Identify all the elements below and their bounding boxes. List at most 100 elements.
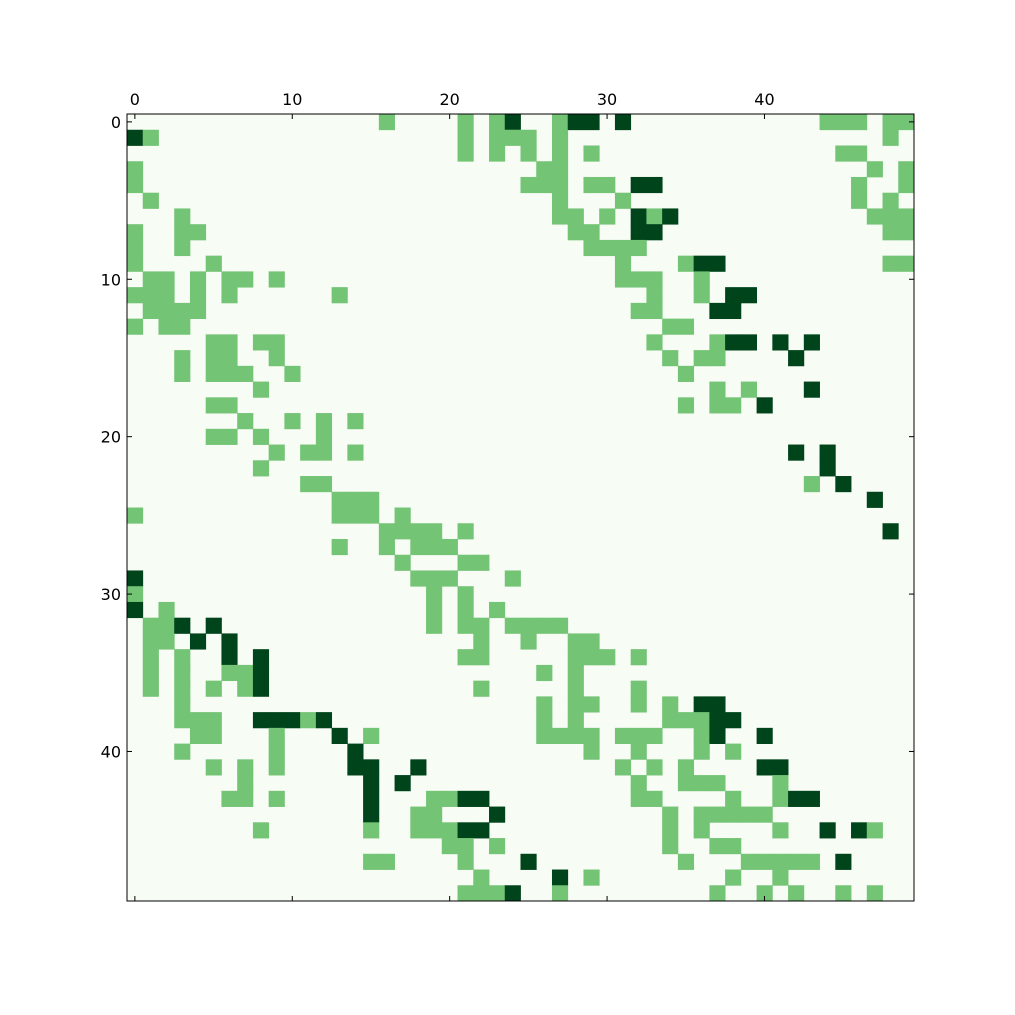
heatmap-cell [252,460,270,477]
heatmap-cell [268,759,285,776]
heatmap-cell [205,680,222,697]
heatmap-cell [599,208,616,225]
heatmap-cell [221,334,238,351]
heatmap-cell [725,743,742,760]
heatmap-cell [756,885,773,902]
y-tick-label: 30 [101,585,121,604]
heatmap-cell [252,649,270,666]
heatmap-cell [174,365,191,382]
heatmap-cell [410,822,427,839]
heatmap-cell [300,712,317,729]
heatmap-cell [898,176,915,194]
heatmap-cell [268,712,285,729]
heatmap-cell [426,523,443,540]
heatmap-cell [851,822,868,839]
heatmap-cell [551,176,569,194]
heatmap-cell [158,617,175,634]
heatmap-cell [174,239,191,257]
heatmap-cell [473,869,490,886]
heatmap-cell [221,428,238,445]
heatmap-cell [740,381,757,398]
heatmap-cell [725,302,742,320]
heatmap-cell [347,491,364,508]
heatmap-cell [205,617,222,634]
heatmap-cell [630,727,647,744]
heatmap-cell [551,617,569,634]
heatmap-cell [756,806,773,823]
heatmap-cell [709,381,726,398]
heatmap-cell [142,302,159,320]
heatmap-cell [347,444,364,461]
heatmap-cell [489,114,506,131]
heatmap-cell [205,397,222,414]
heatmap-cell [158,302,175,320]
heatmap-cell [268,271,285,288]
heatmap-cell [630,271,647,288]
heatmap-cell [457,601,474,619]
heatmap-cell [898,224,915,241]
heatmap-cell [693,743,710,760]
heatmap-cell [819,444,836,461]
heatmap-cell [457,822,474,839]
heatmap-cell [567,208,584,225]
heatmap-cell [882,523,899,540]
heatmap-cell [489,838,506,855]
heatmap-cell [567,649,584,666]
heatmap-cell [378,853,395,870]
x-tick-label: 40 [754,90,774,109]
heatmap-cell [504,885,521,902]
heatmap-cell [630,790,647,807]
heatmap-cell [709,885,726,902]
y-tick-label: 0 [111,113,121,132]
heatmap-cell [898,114,915,131]
heatmap-cell [646,759,663,776]
heatmap-cell [331,491,348,508]
heatmap-cell [551,129,569,146]
heatmap-cell [237,790,254,807]
heatmap-cell [363,775,380,792]
heatmap-cell [142,649,159,666]
heatmap-cell [709,727,726,744]
heatmap-cell [583,224,600,241]
heatmap-cell [599,649,616,666]
heatmap-cell [646,271,663,288]
heatmap-cell [709,696,726,713]
heatmap-cell [709,775,726,792]
heatmap-cell [489,601,506,619]
heatmap-cell [583,649,600,666]
heatmap-cell [646,287,663,304]
heatmap-cell [662,350,679,367]
heatmap-cell [756,397,773,414]
heatmap-cell [331,507,348,524]
heatmap-cell [252,712,270,729]
heatmap-cell [473,617,490,634]
heatmap-cell [520,129,537,146]
heatmap-cell [536,176,553,194]
heatmap-cell [788,790,805,807]
heatmap-cell [410,759,427,776]
heatmap-cell [441,538,458,556]
heatmap-cell [441,570,458,587]
heatmap-cell [646,176,663,194]
heatmap-cell [551,161,569,178]
heatmap-cell [693,350,710,367]
heatmap-cell [740,334,757,351]
heatmap-cell [473,822,490,839]
heatmap-cell [630,239,647,257]
heatmap-cell [457,790,474,807]
heatmap-cell [268,444,285,461]
heatmap-cell [599,239,616,257]
heatmap-cell [709,397,726,414]
heatmap-cell [693,696,710,713]
heatmap-cell [772,790,789,807]
heatmap-cell [378,538,395,556]
heatmap-cell [898,161,915,178]
heatmap-cell [567,727,584,744]
heatmap-cell [520,853,537,870]
heatmap-cell [551,869,569,886]
heatmap-cell [127,601,144,619]
x-tick-label: 0 [130,90,140,109]
heatmap-cell [835,145,852,162]
heatmap-cell [237,664,254,682]
heatmap-cell [142,129,159,146]
